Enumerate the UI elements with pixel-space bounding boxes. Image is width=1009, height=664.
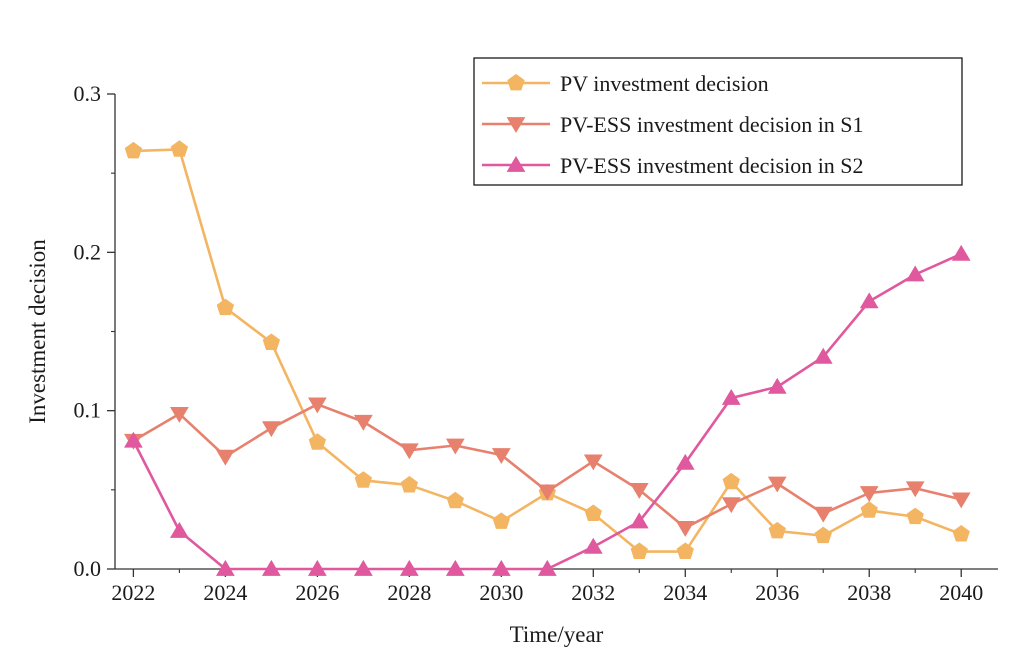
- data-point: [768, 521, 786, 539]
- data-point: [124, 431, 143, 448]
- x-tick-label: 2036: [755, 580, 799, 605]
- data-point: [814, 526, 832, 544]
- data-point: [353, 559, 373, 576]
- legend-marker: [507, 73, 525, 91]
- data-point: [491, 448, 511, 465]
- data-point: [399, 443, 419, 460]
- data-point: [537, 484, 557, 501]
- data-point: [951, 492, 971, 509]
- legend-frame: [473, 57, 963, 186]
- legend-label: PV-ESS investment decision in S2: [560, 153, 864, 178]
- x-tick-label: 2034: [663, 580, 707, 605]
- y-tick-label: 0.2: [74, 239, 102, 264]
- data-point: [400, 475, 419, 493]
- series-3: [124, 244, 971, 576]
- data-point: [767, 377, 787, 394]
- y-tick-label: 0.1: [74, 398, 102, 423]
- data-point: [216, 298, 235, 316]
- legend-label: PV-ESS investment decision in S1: [560, 112, 864, 137]
- data-point: [583, 537, 603, 554]
- data-point: [170, 521, 189, 538]
- data-point: [261, 421, 281, 438]
- data-point: [859, 292, 879, 309]
- data-point: [860, 501, 878, 518]
- data-point: [353, 414, 373, 431]
- data-point: [813, 506, 833, 523]
- data-point: [445, 438, 465, 455]
- x-tick-label: 2040: [939, 580, 983, 605]
- data-point: [905, 265, 925, 282]
- data-point: [906, 507, 924, 525]
- data-point: [676, 542, 694, 559]
- data-point: [262, 333, 281, 350]
- data-point: [399, 559, 419, 576]
- series-line: [132, 252, 962, 571]
- x-tick-label: 2038: [847, 580, 891, 605]
- data-point: [170, 140, 189, 157]
- legend-label: PV investment decision: [560, 71, 769, 96]
- data-point: [952, 525, 970, 542]
- data-point: [813, 347, 833, 364]
- data-point: [354, 471, 373, 488]
- data-point: [675, 453, 695, 470]
- legend-marker: [506, 117, 526, 134]
- data-point: [584, 504, 602, 521]
- legend-entry-2: PV-ESS investment decision in S1: [482, 112, 864, 137]
- data-point: [859, 486, 879, 503]
- x-tick-label: 2032: [571, 580, 615, 605]
- legend-marker: [506, 155, 526, 172]
- series-1: [124, 140, 970, 559]
- data-point: [675, 520, 695, 537]
- data-point: [491, 559, 511, 576]
- y-tick-label: 0.3: [74, 81, 102, 106]
- data-point: [308, 433, 327, 450]
- data-point: [307, 397, 327, 414]
- series-2: [124, 397, 971, 537]
- data-point: [124, 141, 143, 159]
- data-point: [492, 512, 510, 529]
- data-point: [630, 542, 648, 559]
- data-point: [446, 491, 464, 509]
- data-point: [583, 454, 603, 471]
- legend-entry-3: PV-ESS investment decision in S2: [482, 153, 864, 178]
- data-point: [722, 472, 740, 490]
- x-tick-label: 2028: [387, 580, 431, 605]
- data-point: [261, 559, 281, 576]
- legend-entry-1: PV investment decision: [482, 71, 769, 96]
- axes-layer: 0.0 0.1 0.2 0.3 2022 2024 2026 2028 2030 2032 2034…: [74, 81, 998, 605]
- data-point: [216, 449, 235, 466]
- data-point: [170, 406, 189, 423]
- data-point: [445, 559, 465, 576]
- series-layer: [124, 140, 971, 576]
- data-point: [905, 481, 925, 498]
- x-tick-label: 2024: [203, 580, 247, 605]
- y-tick-label: 0.0: [74, 556, 102, 581]
- data-point: [629, 482, 649, 499]
- data-point: [721, 497, 741, 514]
- x-tick-label: 2022: [111, 580, 155, 605]
- y-axis-title: Investment decision: [25, 239, 50, 424]
- data-point: [767, 476, 787, 493]
- data-point: [629, 512, 649, 529]
- x-axis-title: Time/year: [510, 622, 604, 647]
- x-tick-label: 2026: [295, 580, 339, 605]
- data-point: [216, 559, 235, 576]
- data-point: [721, 388, 741, 405]
- data-point: [307, 559, 327, 576]
- data-point: [951, 244, 971, 261]
- x-tick-label: 2030: [479, 580, 523, 605]
- legend: PV investment decision PV-ESS investment …: [473, 57, 963, 186]
- data-point: [537, 559, 557, 576]
- series-line: [132, 403, 962, 530]
